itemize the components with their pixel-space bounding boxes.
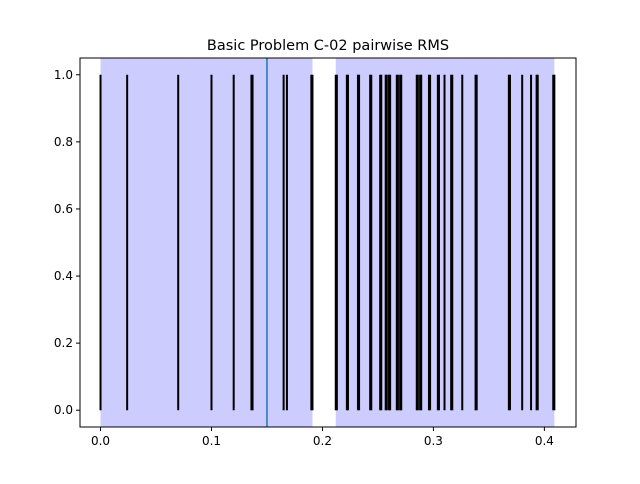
y-tick-label-4: 0.8 — [54, 135, 73, 149]
event-lines — [99, 74, 556, 411]
y-tick-label-3: 0.6 — [54, 202, 73, 216]
y-tick-label-2: 0.4 — [54, 269, 73, 283]
chart-title: Basic Problem C-02 pairwise RMS — [207, 38, 449, 54]
y-tick-label-5: 1.0 — [54, 68, 73, 82]
x-tick-label-2: 0.2 — [313, 434, 332, 448]
x-tick-label-3: 0.3 — [424, 434, 443, 448]
x-tick-label-1: 0.1 — [202, 434, 221, 448]
y-tick-label-0: 0.0 — [54, 403, 73, 417]
x-tick-label-0: 0.0 — [91, 434, 110, 448]
plot-frame — [79, 57, 577, 428]
y-tick-label-1: 0.2 — [54, 336, 73, 350]
x-tick-label-4: 0.4 — [535, 434, 554, 448]
axes: 0.0 0.1 0.2 0.3 0.4 0.0 0.2 0.4 0.6 0.8 1.0 — [54, 57, 577, 448]
shaded-span-0 — [100, 58, 313, 427]
